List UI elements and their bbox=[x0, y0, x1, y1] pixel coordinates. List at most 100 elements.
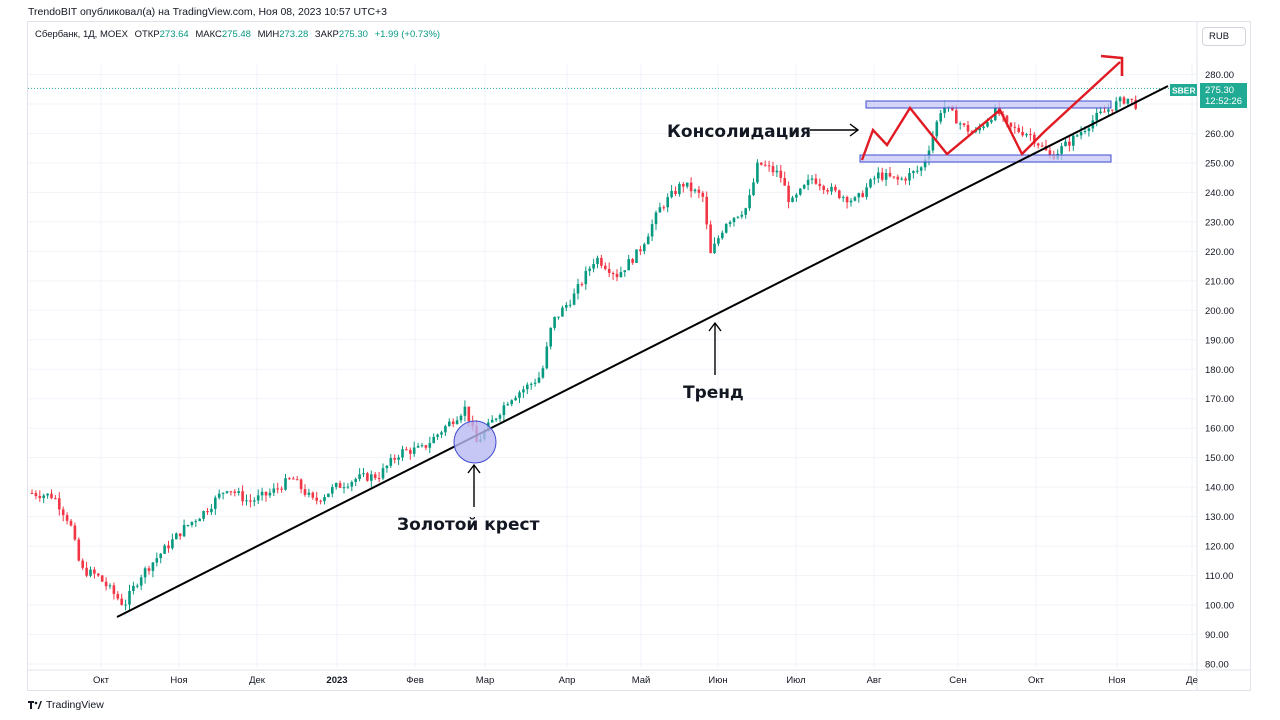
candle bbox=[155, 552, 159, 567]
candle-body bbox=[650, 224, 654, 237]
candle-body bbox=[1134, 99, 1137, 109]
candle-body bbox=[451, 421, 455, 425]
candle bbox=[935, 119, 939, 140]
candle-body bbox=[760, 162, 763, 165]
candle-body bbox=[175, 533, 178, 540]
candle-body bbox=[838, 190, 841, 199]
candle-body bbox=[861, 193, 864, 197]
consolidation-label: Консолидация bbox=[667, 122, 811, 142]
candle bbox=[303, 484, 307, 497]
candle-body bbox=[884, 172, 888, 180]
candle bbox=[611, 271, 615, 280]
candle bbox=[319, 499, 322, 505]
candle-body bbox=[171, 539, 174, 549]
candle bbox=[1068, 135, 1071, 152]
candle bbox=[580, 282, 584, 287]
footer-brand[interactable]: TradingView bbox=[28, 699, 104, 711]
candle-body bbox=[1095, 112, 1098, 121]
candle bbox=[182, 519, 186, 538]
candle-body bbox=[61, 509, 65, 516]
candle-body bbox=[463, 406, 467, 416]
candle bbox=[210, 503, 213, 516]
candle bbox=[830, 183, 833, 195]
candle-body bbox=[717, 238, 720, 244]
candle bbox=[143, 566, 147, 584]
candle-body bbox=[120, 598, 123, 605]
candle bbox=[845, 195, 849, 209]
candle-body bbox=[943, 106, 946, 114]
candle-body bbox=[303, 489, 307, 495]
candle bbox=[526, 382, 529, 395]
candle-body bbox=[50, 493, 53, 499]
candle-body bbox=[46, 493, 49, 496]
candle bbox=[30, 489, 34, 495]
candle-body bbox=[233, 491, 237, 493]
currency-button[interactable]: RUB bbox=[1202, 27, 1246, 46]
candle bbox=[42, 493, 45, 504]
candle-body bbox=[186, 525, 190, 527]
candle bbox=[627, 254, 630, 271]
candle bbox=[327, 493, 330, 498]
candle-body bbox=[709, 224, 712, 254]
candle bbox=[124, 599, 127, 611]
candle-body bbox=[966, 124, 970, 132]
candle-body bbox=[923, 159, 927, 168]
candle-body bbox=[978, 128, 981, 131]
candle-body bbox=[607, 268, 611, 273]
candle bbox=[861, 190, 864, 198]
candle-body bbox=[256, 495, 260, 501]
candle bbox=[1013, 122, 1017, 134]
candle-body bbox=[510, 400, 513, 405]
candle-body bbox=[190, 521, 194, 526]
candle-body bbox=[728, 222, 732, 225]
x-tick-label: Фев bbox=[406, 675, 424, 686]
candle-body bbox=[1103, 111, 1106, 113]
candle bbox=[514, 395, 517, 401]
candle bbox=[666, 193, 669, 213]
candles-layer bbox=[30, 95, 1137, 611]
candle bbox=[1072, 133, 1075, 151]
candle bbox=[89, 566, 92, 578]
candle-body bbox=[350, 481, 354, 487]
candle bbox=[128, 584, 131, 611]
candle bbox=[331, 484, 334, 498]
candle-body bbox=[1130, 98, 1134, 100]
candle-body bbox=[73, 525, 77, 540]
candle bbox=[311, 491, 315, 500]
candle bbox=[705, 191, 708, 230]
candle-body bbox=[814, 178, 818, 184]
candle bbox=[451, 418, 455, 428]
candle-body bbox=[799, 188, 802, 195]
candle bbox=[498, 413, 502, 422]
candle-body bbox=[584, 270, 588, 285]
golden-cross-label: Золотой крест bbox=[397, 515, 540, 535]
candle-body bbox=[1029, 134, 1032, 136]
candle bbox=[884, 168, 888, 187]
candle bbox=[740, 210, 744, 219]
candle-body bbox=[182, 525, 186, 537]
legend-low-value: 273.28 bbox=[279, 29, 309, 40]
y-tick-label: 150.00 bbox=[1205, 453, 1234, 464]
footer-brand-text: TradingView bbox=[46, 699, 104, 711]
candle bbox=[713, 237, 716, 254]
candle bbox=[565, 302, 568, 312]
candle bbox=[783, 171, 786, 186]
candle bbox=[916, 165, 919, 174]
candle bbox=[214, 495, 217, 515]
candle-body bbox=[393, 458, 396, 460]
candle bbox=[775, 164, 779, 177]
candle-body bbox=[377, 477, 381, 479]
candle-body bbox=[958, 123, 962, 125]
publisher-line: TrendoBIT опубликовал(а) на TradingView.… bbox=[28, 6, 387, 18]
candle-body bbox=[159, 553, 162, 559]
candle-body bbox=[498, 415, 502, 419]
candle bbox=[873, 175, 876, 185]
candle bbox=[61, 506, 65, 522]
candle bbox=[1122, 95, 1126, 105]
legend-high-label: МАКС bbox=[195, 29, 222, 40]
candle bbox=[966, 120, 970, 136]
candle bbox=[440, 430, 443, 438]
candle bbox=[409, 447, 412, 460]
candle bbox=[385, 464, 389, 473]
